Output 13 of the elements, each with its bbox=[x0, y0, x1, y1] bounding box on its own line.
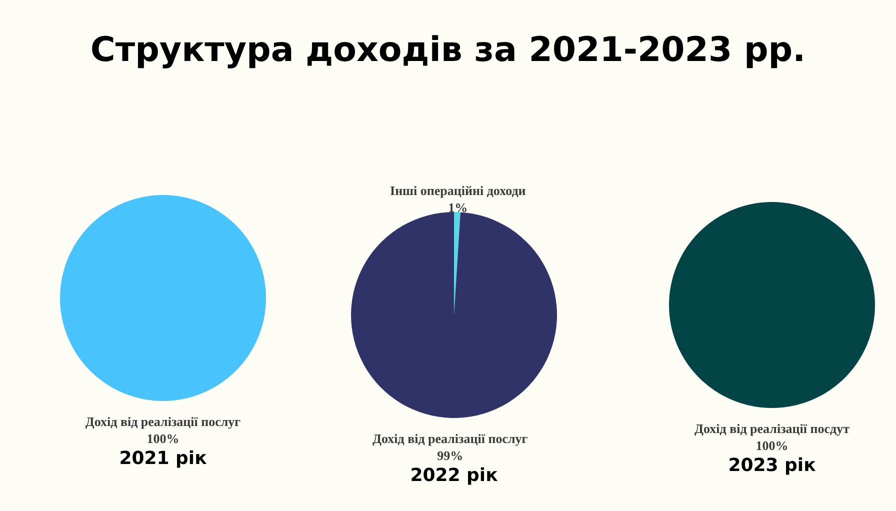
slice-label: Дохід від реалізації посдут bbox=[694, 421, 850, 436]
data-label: 100% bbox=[146, 431, 180, 446]
data-label: 100% bbox=[756, 438, 788, 453]
text: Структура доходів за 2021-2023 рр. bbox=[89, 30, 807, 70]
text: 2021 рік bbox=[119, 448, 207, 469]
pie-slice bbox=[351, 212, 557, 418]
slice-label: Дохід від реалізації послуг bbox=[85, 414, 241, 429]
slice-label: Інші операційні доходи bbox=[390, 183, 526, 198]
data-label: 99% bbox=[437, 448, 464, 463]
text: 2023 рік bbox=[728, 455, 816, 476]
text: 2022 рік bbox=[410, 464, 498, 486]
slice-label: Дохід від реалізації послуг bbox=[372, 430, 528, 446]
data-label: 1% bbox=[448, 200, 468, 216]
